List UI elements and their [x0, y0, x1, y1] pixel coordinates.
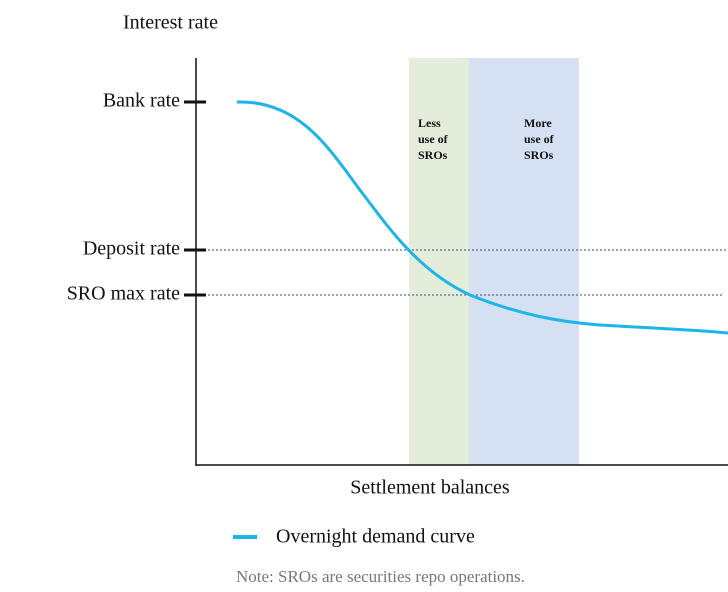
level-label: Deposit rate: [83, 238, 180, 260]
note: Note: SROs are securities repo operation…: [236, 567, 525, 586]
band-label: SROs: [418, 148, 448, 162]
more-band: [469, 58, 579, 465]
band-label: SROs: [524, 148, 554, 162]
band-label: Less: [418, 116, 441, 130]
level-label: SRO max rate: [67, 283, 180, 305]
band-label: use of: [418, 132, 449, 146]
y-axis-label: Interest rate: [123, 12, 218, 34]
legend-label: Overnight demand curve: [276, 526, 475, 548]
band-label: use of: [524, 132, 555, 146]
x-axis-label: Settlement balances: [350, 477, 510, 499]
band-label: More: [524, 116, 552, 130]
demand-curve: [236, 100, 728, 335]
level-label: Bank rate: [103, 90, 180, 112]
